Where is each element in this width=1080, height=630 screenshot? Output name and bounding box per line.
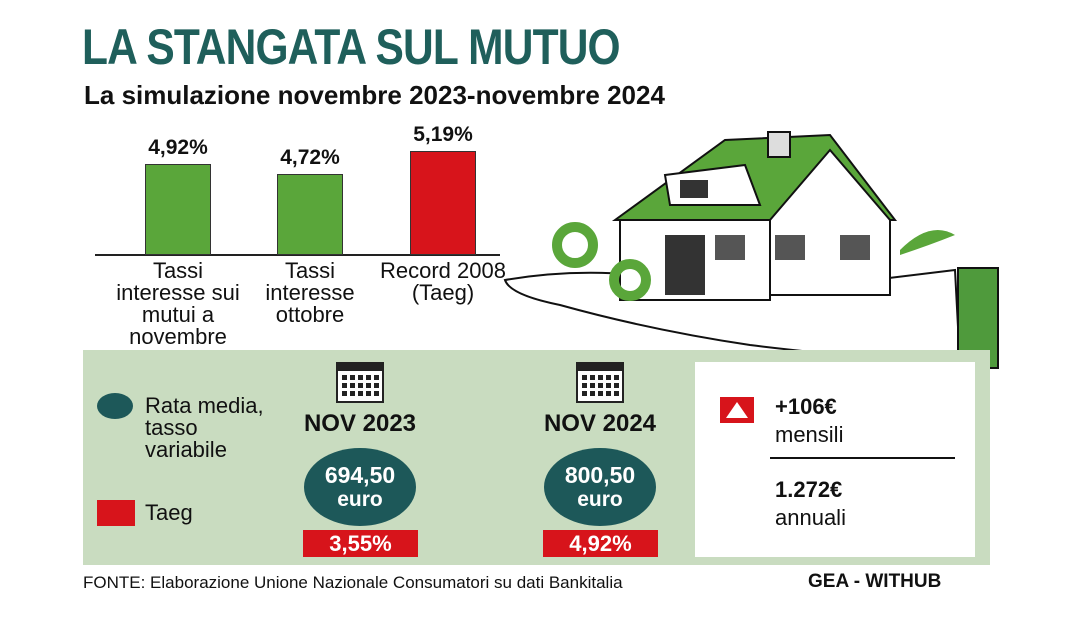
amount-oval: 800,50 euro (544, 448, 656, 526)
amount-unit: euro (337, 488, 383, 511)
bar (277, 174, 343, 255)
taeg-label: 4,92% (543, 530, 658, 557)
monthly-label: mensili (775, 422, 844, 447)
legend-swatch (97, 393, 133, 419)
taeg-label: 3,55% (303, 530, 418, 557)
credit: GEA - WITHUB (808, 571, 942, 592)
up-icon (720, 397, 754, 423)
amount-unit: euro (577, 488, 623, 511)
amount-oval: 694,50 euro (304, 448, 416, 526)
legend-label: Taeg (145, 500, 193, 525)
baseline (95, 254, 500, 256)
divider (770, 457, 955, 459)
amount: 800,50 (564, 462, 636, 488)
bar (410, 150, 476, 255)
calendar-icon (576, 362, 624, 403)
date-label: NOV 2024 (543, 410, 657, 437)
category-label: Tassi interesse sui mutui a novembre (116, 258, 240, 349)
yearly-label: annuali (775, 505, 846, 530)
amount: 694,50 (324, 462, 396, 488)
category-label: Record 2008 (Taeg) (380, 258, 506, 305)
category-label: Tassi interesse ottobre (265, 258, 355, 327)
bar (145, 164, 211, 255)
source: FONTE: Elaborazione Unione Nazionale Con… (83, 573, 623, 592)
house-illustration (503, 131, 999, 369)
legend-swatch (97, 500, 135, 526)
value-label: 4,72% (280, 146, 340, 169)
value-label: 5,19% (413, 122, 473, 146)
subtitle: La simulazione novembre 2023-novembre 20… (84, 80, 665, 110)
monthly-value: +106€ (775, 394, 837, 419)
calendar-icon (336, 362, 384, 403)
legend-label: Rata media, tasso variabile (145, 393, 264, 462)
date-label: NOV 2023 (303, 410, 417, 437)
title: LA STANGATA SUL MUTUO (82, 19, 621, 75)
yearly-value: 1.272€ (775, 477, 843, 502)
difference-box: +106€ mensili 1.272€ annuali (695, 362, 975, 557)
value-label: 4,92% (148, 136, 208, 159)
